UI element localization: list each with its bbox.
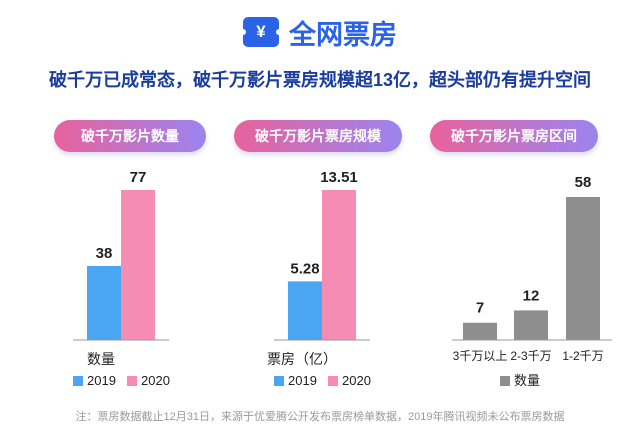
legend-swatch-range	[500, 376, 510, 386]
legend-swatch-boxoffice-2020	[328, 376, 338, 386]
category-label-range-1: 3千万以上	[453, 349, 508, 363]
category-label-count: 数量	[87, 351, 115, 367]
legend-label-boxoffice-2020: 2020	[342, 373, 371, 388]
category-label-boxoffice: 票房（亿）	[267, 351, 337, 367]
chart-title-range: 破千万影片票房区间	[430, 120, 598, 152]
legend-label-boxoffice-2019: 2019	[288, 373, 317, 388]
header: ¥ 全网票房	[0, 10, 640, 54]
bar-count-2020	[121, 190, 155, 340]
chart-title-count: 破千万影片数量	[54, 120, 206, 152]
chart-title-boxoffice: 破千万影片票房规模	[234, 120, 402, 152]
legend-label-range: 数量	[514, 373, 540, 388]
category-label-range-2: 2-3千万	[510, 349, 551, 363]
bar-range-2	[514, 310, 548, 340]
value-label-count-2020: 77	[130, 169, 147, 186]
category-label-range-3: 1-2千万	[562, 349, 603, 363]
value-label-range-3: 58	[575, 174, 592, 191]
value-label-range-1: 7	[476, 300, 484, 317]
ticket-icon: ¥	[240, 17, 282, 47]
legend-label-count-2020: 2020	[141, 373, 170, 388]
legend-swatch-count-2020	[127, 376, 137, 386]
legend-label-count-2019: 2019	[87, 373, 116, 388]
value-label-boxoffice-2020: 13.51	[320, 169, 358, 186]
value-label-boxoffice-2019: 5.28	[290, 260, 319, 277]
ticket-icon-symbol: ¥	[256, 22, 266, 41]
bar-range-3	[566, 197, 600, 340]
page-subtitle: 破千万已成常态，破千万影片票房规模超13亿，超头部仍有提升空间	[48, 70, 592, 90]
bar-range-1	[463, 322, 497, 340]
value-label-count-2019: 38	[96, 245, 113, 262]
value-label-range-2: 12	[523, 287, 540, 304]
footnote: 注：票房数据截止12月31日，来源于优爱腾公开发布票房榜单数据，2019年腾讯视…	[75, 411, 565, 423]
bar-boxoffice-2020	[322, 190, 356, 340]
legend-swatch-count-2019	[73, 376, 83, 386]
bar-count-2019	[87, 265, 121, 340]
legend-swatch-boxoffice-2019	[274, 376, 284, 386]
page-title: 全网票房	[289, 19, 397, 50]
bar-boxoffice-2019	[288, 281, 322, 340]
